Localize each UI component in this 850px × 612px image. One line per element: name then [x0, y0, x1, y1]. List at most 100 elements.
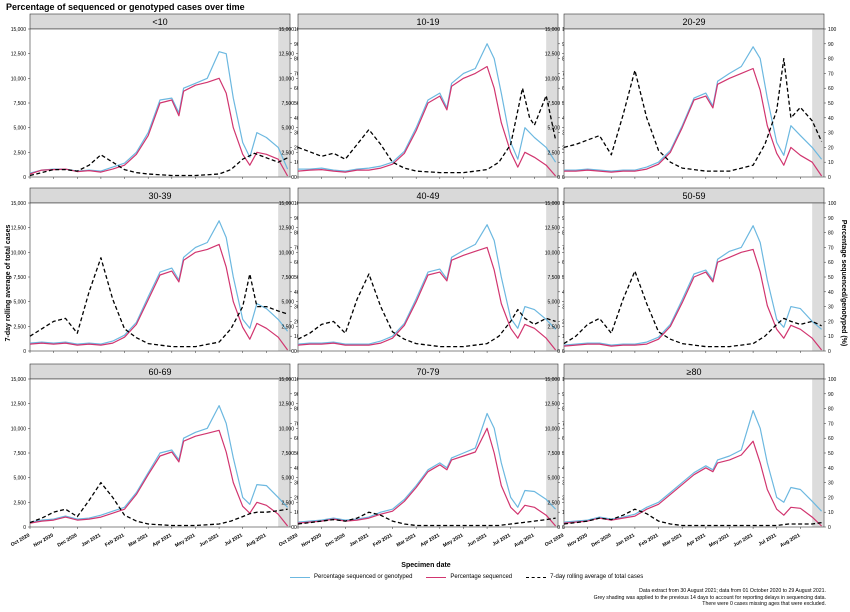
y-right-tick-label: 90 — [828, 42, 834, 48]
x-tick-label: Jun 2021 — [199, 532, 221, 548]
panel-label: 60-69 — [148, 367, 171, 377]
y-right-tick-label: 40 — [294, 466, 300, 472]
y-left-tick-label: 2,500 — [13, 324, 26, 330]
x-tick-label: Dec 2020 — [324, 532, 346, 548]
y-left-tick-label: 0 — [557, 175, 560, 181]
x-tick-label: Oct 2020 — [544, 532, 565, 548]
series-line-rolling-average — [297, 87, 557, 174]
y-left-tick-label: 2,500 — [281, 500, 294, 506]
y-right-tick-label: 0 — [294, 525, 297, 531]
panel-plot-area-2 — [563, 28, 825, 178]
y-right-tick-label: 60 — [294, 260, 300, 266]
y-right-tick-label: 80 — [294, 407, 300, 413]
y-right-tick-label: 10 — [828, 160, 834, 166]
series-line-sequenced-or-genotyped — [297, 224, 557, 345]
y-left-tick-label: 5,000 — [13, 126, 26, 132]
x-tick-label: Oct 2020 — [10, 532, 31, 548]
y-left-tick-label: 12,500 — [279, 226, 295, 232]
shade-region — [546, 379, 558, 527]
y-left-tick-label: 2,500 — [547, 150, 560, 156]
y-left-tick-label: 15,000 — [545, 27, 561, 33]
y-left-tick-label: 7,500 — [547, 275, 560, 281]
shade-region — [278, 379, 290, 527]
y-right-tick-label: 60 — [828, 86, 834, 92]
y-axis-title-left: 7-day rolling average of total cases — [5, 225, 12, 342]
y-left-tick-label: 2,500 — [13, 150, 26, 156]
x-tick-label: Mar 2021 — [396, 532, 418, 548]
y-left-tick-label: 7,500 — [13, 451, 26, 457]
x-tick-label: Dec 2020 — [590, 532, 612, 548]
y-right-tick-label: 70 — [294, 421, 300, 427]
y-left-tick-label: 0 — [557, 525, 560, 531]
legend-item-dash: 7-day rolling average of total cases — [526, 574, 643, 580]
y-right-tick-label: 30 — [294, 305, 300, 311]
x-tick-label: Jan 2021 — [81, 532, 102, 548]
y-axis-title-right: Percentage sequenced/genotyped (%) — [840, 220, 847, 346]
series-line-sequenced — [297, 65, 557, 177]
y-right-tick-label: 20 — [294, 495, 300, 501]
shade-region — [546, 203, 558, 351]
y-right-tick-label: 30 — [828, 305, 834, 311]
y-left-tick-label: 7,500 — [281, 101, 294, 107]
series-line-rolling-average — [29, 481, 288, 527]
legend-swatch-dash — [526, 576, 547, 578]
x-tick-label: Nov 2020 — [301, 532, 323, 548]
x-tick-label: Nov 2020 — [33, 532, 55, 548]
y-right-tick-label: 100 — [828, 201, 837, 207]
y-left-tick-label: 5,000 — [281, 476, 294, 482]
y-left-tick-label: 7,500 — [547, 101, 560, 107]
series-line-sequenced — [297, 246, 557, 351]
y-right-tick-label: 40 — [828, 116, 834, 122]
series-line-rolling-average — [297, 273, 556, 348]
y-right-tick-label: 0 — [562, 349, 565, 355]
x-tick-label: May 2021 — [442, 532, 464, 548]
y-right-tick-label: 50 — [294, 451, 300, 457]
shade-region — [812, 379, 824, 527]
y-left-tick-label: 10,000 — [279, 250, 295, 256]
y-right-tick-label: 80 — [294, 231, 300, 237]
y-left-tick-label: 15,000 — [279, 201, 295, 207]
y-left-tick-label: 10,000 — [545, 76, 561, 82]
series-line-sequenced — [29, 429, 289, 527]
y-left-tick-label: 2,500 — [547, 324, 560, 330]
y-left-tick-label: 12,500 — [11, 52, 27, 58]
y-right-tick-label: 70 — [294, 71, 300, 77]
panel-plot-area-3 — [29, 202, 291, 352]
y-left-tick-label: 7,500 — [547, 451, 560, 457]
y-right-tick-label: 90 — [828, 216, 834, 222]
series-line-rolling-average — [29, 257, 288, 348]
y-left-tick-label: 15,000 — [11, 27, 27, 33]
y-right-tick-label: 30 — [828, 481, 834, 487]
y-left-tick-label: 10,000 — [11, 426, 27, 432]
x-tick-label: Jun 2021 — [467, 532, 489, 548]
series-line-sequenced-or-genotyped — [563, 225, 822, 346]
y-right-tick-label: 70 — [828, 71, 834, 77]
series-line-sequenced-or-genotyped — [564, 46, 823, 172]
y-right-tick-label: 0 — [294, 349, 297, 355]
series-line-sequenced-or-genotyped — [298, 43, 557, 172]
shade-region — [278, 203, 290, 351]
x-tick-label: Oct 2020 — [278, 532, 299, 548]
legend-swatch-magenta — [426, 576, 447, 578]
y-right-tick-label: 20 — [828, 319, 834, 325]
y-right-tick-label: 100 — [828, 377, 837, 383]
y-left-tick-label: 15,000 — [545, 201, 561, 207]
footnotes: Data extract from 30 August 2021; data f… — [594, 588, 826, 608]
legend-item-magenta: Percentage sequenced — [426, 574, 512, 580]
y-right-tick-label: 30 — [828, 131, 834, 137]
y-right-tick-label: 40 — [294, 290, 300, 296]
y-right-tick-label: 40 — [828, 466, 834, 472]
series-line-rolling-average — [563, 508, 822, 527]
y-right-tick-label: 10 — [828, 334, 834, 340]
y-right-tick-label: 30 — [294, 481, 300, 487]
series-line-sequenced-or-genotyped — [297, 412, 557, 523]
y-left-tick-label: 7,500 — [281, 275, 294, 281]
y-right-tick-label: 20 — [828, 495, 834, 501]
panel-label: 50-59 — [682, 191, 705, 201]
x-tick-label: Mar 2021 — [662, 532, 684, 548]
legend-label-magenta: Percentage sequenced — [450, 574, 513, 580]
x-tick-label: Mar 2021 — [128, 532, 150, 548]
y-left-tick-label: 10,000 — [545, 426, 561, 432]
y-right-tick-label: 0 — [828, 525, 831, 531]
